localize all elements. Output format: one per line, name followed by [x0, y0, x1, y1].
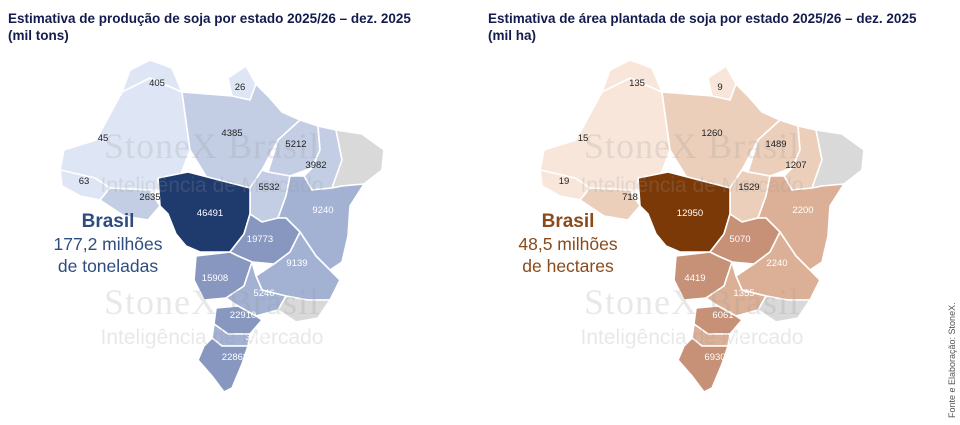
state-value-ms: 15908 [202, 273, 228, 284]
state-rr [121, 59, 183, 93]
state-se [757, 295, 811, 323]
state-value-am: 15 [578, 133, 589, 144]
area-map-panel: StoneX Brasil StoneX Brasil Inteligência d… [480, 0, 950, 425]
state-value-rs: 6930 [704, 352, 725, 363]
state-value-ms: 4419 [684, 273, 705, 284]
state-value-go: 19773 [247, 234, 273, 245]
state-value-mt: 46491 [197, 208, 223, 219]
state-value-mg: 2240 [766, 258, 787, 269]
state-ro [99, 187, 161, 221]
area-title-line1: Estimativa de área plantada de soja por … [488, 11, 917, 26]
area-total-value: 48,5 milhões [518, 234, 618, 254]
state-value-to: 1529 [738, 182, 759, 193]
production-title-unit: (mil tons) [8, 28, 69, 43]
state-value-sc: 770 [728, 332, 744, 343]
state-ro [579, 187, 641, 221]
state-value-pa: 1260 [701, 128, 722, 139]
state-mt [157, 171, 251, 253]
state-value-go: 5070 [729, 234, 750, 245]
area-total-callout: Brasil 48,5 milhões de hectares [478, 211, 658, 277]
watermark-tagline: Inteligência de Mercado [581, 326, 804, 349]
production-total-callout: Brasil 177,2 milhões de toneladas [18, 211, 198, 277]
production-title-line1: Estimativa de produção de soja por estad… [8, 11, 411, 26]
state-value-rr: 135 [629, 78, 645, 89]
state-value-ac: 19 [559, 176, 570, 187]
state-value-ba: 9240 [312, 205, 333, 216]
area-title-unit: (mil ha) [488, 28, 537, 43]
watermark-tagline: Inteligência de Mercado [101, 174, 324, 197]
state-value-pr: 22910 [230, 310, 256, 321]
source-note: Fonte e Elaboração: StoneX. [947, 302, 957, 418]
state-value-rr: 405 [149, 78, 165, 89]
production-map-panel: StoneX Brasil StoneX Brasil Inteligência d… [0, 0, 470, 425]
state-mt [637, 171, 731, 253]
area-total-head: Brasil [541, 211, 595, 232]
state-rr [601, 59, 663, 93]
states-group [539, 59, 865, 393]
production-total-value: 177,2 milhões [53, 234, 163, 254]
state-rs [677, 337, 729, 393]
state-value-rs: 22868 [222, 352, 248, 363]
state-value-am: 45 [98, 133, 109, 144]
state-value-mg: 9139 [286, 258, 307, 269]
state-value-sp: 5246 [253, 288, 274, 299]
state-value-sp: 1355 [733, 288, 754, 299]
states-group [59, 59, 385, 393]
state-se [277, 295, 331, 323]
area-total-unit: de hectares [522, 256, 614, 276]
state-rs [197, 337, 249, 393]
state-value-pr: 6061 [712, 310, 733, 321]
watermark-tagline: Inteligência de Mercado [581, 174, 804, 197]
state-value-pi: 3982 [305, 160, 326, 171]
state-value-ma: 1489 [765, 139, 786, 150]
watermark-brand: StoneX Brasil [584, 282, 800, 322]
watermark-brand: StoneX Brasil [104, 282, 320, 322]
state-value-pi: 1207 [785, 160, 806, 171]
watermark-brand: StoneX Brasil [584, 126, 800, 166]
state-value-ba: 2200 [792, 205, 813, 216]
state-value-pa: 4385 [221, 128, 242, 139]
state-value-ro: 2635 [139, 192, 160, 203]
production-total-unit: de toneladas [57, 256, 159, 276]
state-value-ro: 718 [622, 192, 638, 203]
state-value-sc: 3003 [245, 332, 266, 343]
watermark-brand: StoneX Brasil [104, 126, 320, 166]
state-value-ap: 26 [235, 82, 246, 93]
watermark-tagline: Inteligência de Mercado [101, 326, 324, 349]
state-value-ap: 9 [717, 82, 722, 93]
production-map-title: Estimativa de produção de soja por estad… [8, 10, 468, 44]
production-choropleth-map: StoneX Brasil StoneX Brasil Inteligência d… [59, 59, 385, 393]
area-map-title: Estimativa de área plantada de soja por … [488, 10, 948, 44]
production-total-head: Brasil [81, 211, 135, 232]
state-value-ma: 5212 [285, 139, 306, 150]
state-value-mt: 12950 [677, 208, 703, 219]
state-value-ac: 63 [79, 176, 90, 187]
area-choropleth-map: StoneX Brasil StoneX Brasil Inteligência d… [539, 59, 865, 393]
state-value-to: 5532 [258, 182, 279, 193]
